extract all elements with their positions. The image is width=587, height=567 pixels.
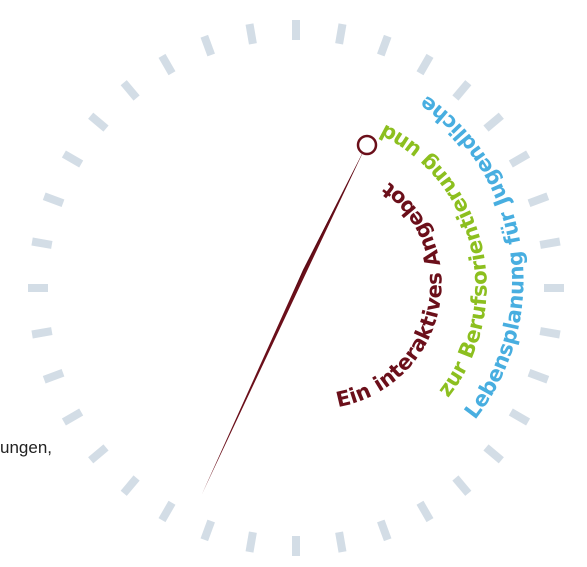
label-line-offer: Ein interaktives Angebot <box>334 178 447 412</box>
dial-tick <box>31 237 53 249</box>
dial-tick <box>88 112 109 132</box>
dial-tick-marks <box>28 20 564 556</box>
dial-tick <box>508 150 531 168</box>
dial-tick <box>483 112 504 132</box>
dial-tick <box>452 80 472 101</box>
dial-tick <box>245 531 257 553</box>
dial-tick <box>527 369 550 384</box>
dial-tick <box>416 500 434 523</box>
dial-tick <box>377 519 392 542</box>
dial-tick <box>158 500 176 523</box>
dial-tick <box>335 23 347 45</box>
dial-tick <box>508 408 531 426</box>
dial-tick <box>200 519 215 542</box>
dial-tick <box>200 34 215 57</box>
compass-needle-icon <box>202 148 365 494</box>
dial-tick <box>539 327 561 339</box>
compass-needle-shadow <box>290 148 365 300</box>
label-line-offer-text: Ein interaktives Angebot <box>334 178 447 412</box>
dial-tick <box>61 150 84 168</box>
dial-tick <box>158 53 176 76</box>
dial-tick <box>539 237 561 249</box>
dial-tick <box>42 192 65 207</box>
dial-tick <box>483 444 504 464</box>
dial-tick <box>527 192 550 207</box>
dial-tick <box>31 327 53 339</box>
dial-tick <box>61 408 84 426</box>
dial-tick <box>416 53 434 76</box>
dial-tick <box>88 444 109 464</box>
dial-tick <box>42 369 65 384</box>
dial-tick <box>120 475 140 496</box>
pivot-circle-icon <box>356 134 378 156</box>
dial-tick <box>452 475 472 496</box>
cut-off-text-fragment: ungen, <box>0 438 52 457</box>
dial-tick <box>245 23 257 45</box>
dial-tick <box>120 80 140 101</box>
dial-tick <box>335 531 347 553</box>
dial-tick <box>377 34 392 57</box>
